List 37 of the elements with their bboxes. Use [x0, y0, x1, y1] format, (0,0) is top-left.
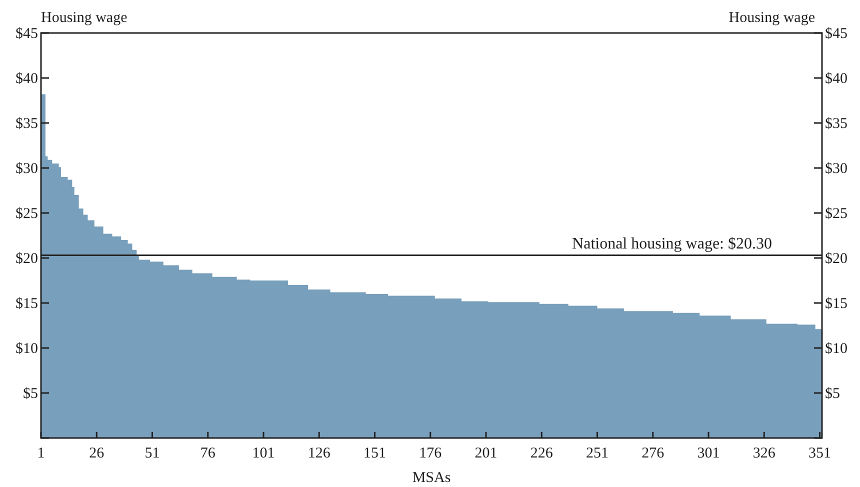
y-tick-label: $40: [16, 70, 38, 87]
ref-line-label: National housing wage: $20.30: [572, 235, 772, 252]
y-tick-label: $30: [16, 160, 38, 177]
y2-axis-title: Housing wage: [728, 10, 816, 26]
y2-tick-label: $30: [825, 160, 848, 177]
y2-tick-label: $20: [825, 250, 848, 267]
y-tick-label: $5: [23, 386, 38, 402]
y2-tick-label: $40: [825, 70, 848, 87]
y2-tick-label: $5: [825, 386, 840, 402]
y-tick-label: $15: [16, 296, 38, 312]
y-tick-label: $10: [16, 340, 38, 357]
x-tick-label: 51: [144, 446, 160, 462]
y2-tick-label: $45: [825, 26, 848, 42]
y-tick-label: $45: [16, 26, 38, 42]
x-tick-label: 226: [530, 446, 554, 462]
y-tick-label: $25: [16, 206, 38, 222]
x-tick-label: 301: [697, 446, 720, 462]
x-tick-label: 326: [752, 446, 776, 462]
x-tick-label: 151: [364, 446, 386, 462]
x-tick-label: 251: [586, 446, 609, 462]
x-tick-label: 276: [642, 446, 665, 462]
y-tick-label: $20: [16, 250, 38, 267]
y2-tick-label: $15: [825, 296, 848, 312]
y2-tick-label: $10: [825, 340, 848, 357]
x-tick-label: 126: [308, 446, 331, 462]
x-tick-label: 351: [808, 446, 832, 462]
x-axis-title: MSAs: [412, 470, 451, 486]
x-tick-label: 1: [37, 446, 45, 462]
x-tick-label: 201: [474, 446, 498, 462]
x-tick-label: 176: [419, 446, 442, 462]
y-axis-title: Housing wage: [41, 10, 128, 26]
x-tick-label: 26: [89, 446, 105, 462]
y-tick-label: $35: [16, 116, 38, 132]
y2-tick-label: $25: [825, 206, 848, 222]
y2-tick-label: $35: [825, 116, 848, 132]
x-tick-label: 101: [252, 446, 275, 462]
x-tick-label: 76: [200, 446, 216, 462]
